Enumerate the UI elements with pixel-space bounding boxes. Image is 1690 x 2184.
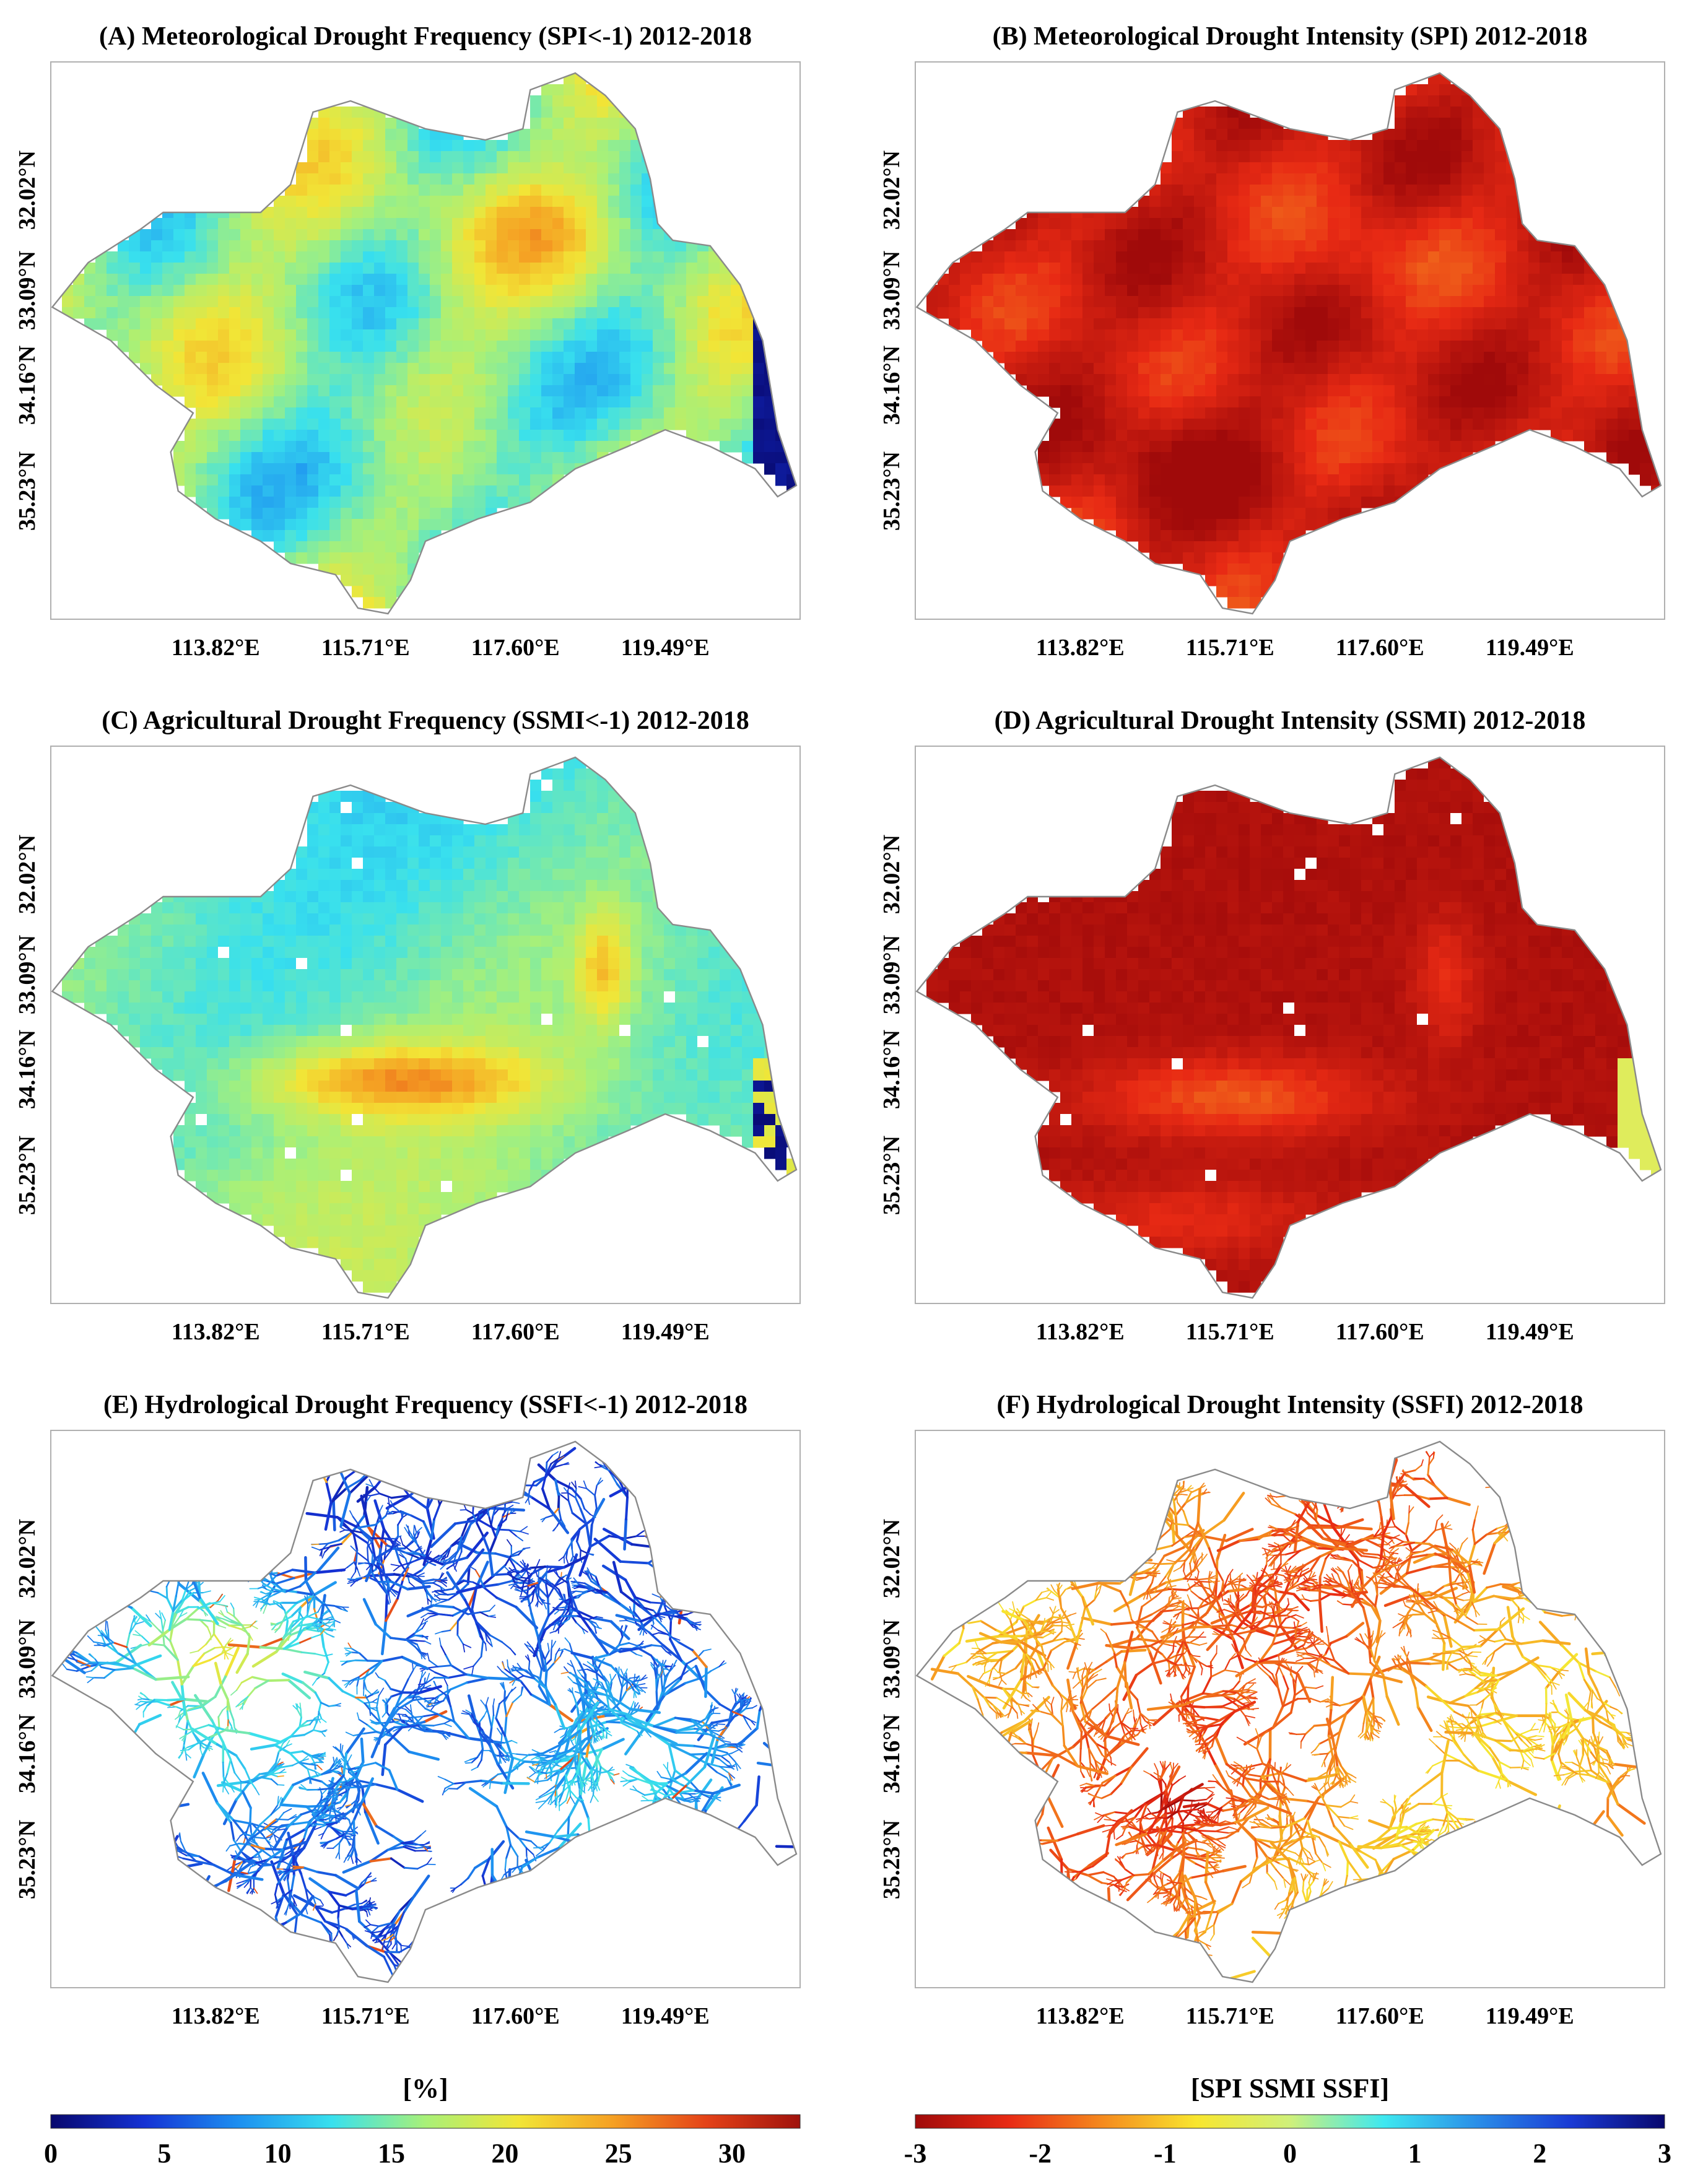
longitude-tick-label: 113.82°E [172, 2003, 260, 2029]
latitude-tick-label: 35.23°N [879, 451, 905, 531]
longitude-tick-label: 119.49°E [1486, 635, 1574, 661]
longitude-tick-label: 115.71°E [321, 635, 410, 661]
panel-title: (F) Hydrological Drought Intensity (SSFI… [997, 1391, 1583, 1419]
colorbar-tick-label: 25 [605, 2138, 632, 2169]
longitude-tick-label: 115.71°E [1186, 1319, 1274, 1345]
basin-boundary [51, 756, 798, 1299]
longitude-tick-label: 113.82°E [1036, 635, 1125, 661]
panel-title: (A) Meteorological Drought Frequency (SP… [99, 22, 752, 51]
colorbar-label: [%] [403, 2073, 448, 2104]
colorbar-tick-label: 30 [718, 2138, 746, 2169]
longitude-tick-label: 113.82°E [1036, 2003, 1125, 2029]
basin-boundary [51, 72, 798, 615]
longitude-tick-label: 117.60°E [1336, 635, 1424, 661]
latitude-tick-label: 34.16°N [879, 1714, 905, 1793]
latitude-tick-label: 32.02°N [14, 835, 40, 914]
panel-title: (B) Meteorological Drought Intensity (SP… [993, 22, 1588, 51]
longitude-tick-label: 115.71°E [1186, 635, 1274, 661]
longitude-tick-label: 117.60°E [1336, 1319, 1424, 1345]
latitude-tick-label: 33.09°N [14, 251, 40, 330]
basin-boundary [915, 72, 1662, 615]
colorbar-label: [SPI SSMI SSFI] [1191, 2073, 1389, 2104]
longitude-tick-label: 115.71°E [321, 1319, 410, 1345]
latitude-tick-label: 32.02°N [879, 150, 905, 230]
colorbar-tick-label: 1 [1408, 2138, 1422, 2169]
longitude-tick-label: 117.60°E [471, 1319, 560, 1345]
longitude-tick-label: 115.71°E [321, 2003, 410, 2029]
latitude-tick-label: 32.02°N [879, 835, 905, 914]
latitude-tick-label: 32.02°N [14, 150, 40, 230]
panel-title: (E) Hydrological Drought Frequency (SSFI… [103, 1391, 747, 1419]
colorbar-tick-label: 5 [157, 2138, 171, 2169]
colorbar-tick-label: 2 [1533, 2138, 1546, 2169]
drought-raster [926, 757, 1661, 1293]
colorbar [50, 2114, 801, 2129]
latitude-tick-label: 32.02°N [14, 1519, 40, 1598]
latitude-tick-label: 33.09°N [14, 1619, 40, 1699]
colorbar-tick-label: -2 [1029, 2138, 1052, 2169]
longitude-tick-label: 117.60°E [1336, 2003, 1424, 2029]
colorbar-tick-label: 15 [378, 2138, 405, 2169]
longitude-tick-label: 119.49°E [621, 2003, 710, 2029]
latitude-tick-label: 33.09°N [14, 935, 40, 1014]
longitude-tick-label: 119.49°E [621, 1319, 710, 1345]
latitude-tick-label: 35.23°N [879, 1136, 905, 1215]
latitude-tick-label: 33.09°N [879, 935, 905, 1014]
colorbar-tick-label: 10 [264, 2138, 292, 2169]
latitude-tick-label: 34.16°N [879, 346, 905, 425]
drought-raster [62, 757, 796, 1293]
latitude-tick-label: 35.23°N [14, 1136, 40, 1215]
longitude-tick-label: 113.82°E [172, 1319, 260, 1345]
latitude-tick-label: 32.02°N [879, 1519, 905, 1598]
longitude-tick-label: 117.60°E [471, 2003, 560, 2029]
latitude-tick-label: 35.23°N [14, 1820, 40, 1899]
latitude-tick-label: 34.16°N [879, 1030, 905, 1109]
drought-raster [62, 73, 796, 609]
colorbar-tick-label: -3 [904, 2138, 927, 2169]
basin-boundary [915, 1440, 1662, 1983]
panel-title: (C) Agricultural Drought Frequency (SSMI… [102, 707, 749, 735]
colorbar [915, 2114, 1665, 2129]
colorbar-tick-label: 0 [1283, 2138, 1297, 2169]
latitude-tick-label: 35.23°N [879, 1820, 905, 1899]
colorbar-tick-label: 0 [44, 2138, 58, 2169]
panel-title: (D) Agricultural Drought Intensity (SSMI… [995, 707, 1586, 735]
drought-raster [926, 73, 1661, 609]
longitude-tick-label: 119.49°E [1486, 2003, 1574, 2029]
latitude-tick-label: 34.16°N [14, 1714, 40, 1793]
basin-boundary [915, 756, 1662, 1299]
longitude-tick-label: 113.82°E [172, 635, 260, 661]
latitude-tick-label: 35.23°N [14, 451, 40, 531]
basin-boundary [51, 1440, 798, 1983]
latitude-tick-label: 34.16°N [14, 346, 40, 425]
longitude-tick-label: 115.71°E [1186, 2003, 1274, 2029]
colorbar-tick-label: 3 [1658, 2138, 1671, 2169]
latitude-tick-label: 33.09°N [879, 1619, 905, 1699]
latitude-tick-label: 34.16°N [14, 1030, 40, 1109]
latitude-tick-label: 33.09°N [879, 251, 905, 330]
longitude-tick-label: 113.82°E [1036, 1319, 1125, 1345]
colorbar-tick-label: -1 [1154, 2138, 1177, 2169]
longitude-tick-label: 119.49°E [1486, 1319, 1574, 1345]
colorbar-tick-label: 20 [491, 2138, 518, 2169]
longitude-tick-label: 119.49°E [621, 635, 710, 661]
longitude-tick-label: 117.60°E [471, 635, 560, 661]
